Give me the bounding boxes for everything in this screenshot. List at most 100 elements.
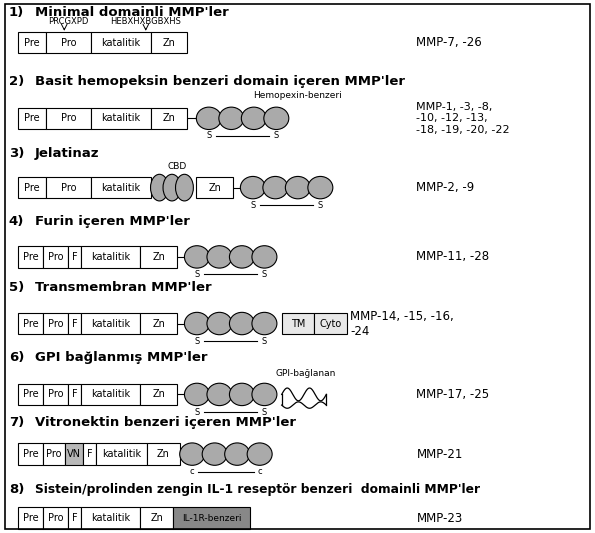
Circle shape bbox=[184, 312, 209, 335]
Text: Zn: Zn bbox=[208, 183, 221, 192]
Text: 3): 3) bbox=[9, 147, 24, 160]
Text: Hemopexin-benzeri: Hemopexin-benzeri bbox=[253, 91, 342, 100]
FancyBboxPatch shape bbox=[140, 246, 177, 268]
Text: GPI-bağlanan: GPI-bağlanan bbox=[275, 369, 336, 378]
FancyBboxPatch shape bbox=[65, 443, 83, 465]
Circle shape bbox=[308, 176, 333, 199]
Text: VN: VN bbox=[67, 449, 82, 459]
Text: F: F bbox=[87, 449, 93, 459]
FancyBboxPatch shape bbox=[314, 313, 347, 334]
FancyBboxPatch shape bbox=[68, 246, 81, 268]
Circle shape bbox=[252, 246, 277, 268]
FancyBboxPatch shape bbox=[151, 108, 187, 129]
FancyBboxPatch shape bbox=[81, 313, 140, 334]
FancyBboxPatch shape bbox=[281, 313, 314, 334]
FancyBboxPatch shape bbox=[18, 443, 43, 465]
Text: Pro: Pro bbox=[48, 513, 63, 523]
FancyBboxPatch shape bbox=[140, 384, 177, 405]
Text: Vitronektin benzeri içeren MMP'ler: Vitronektin benzeri içeren MMP'ler bbox=[35, 416, 296, 429]
Text: 2): 2) bbox=[9, 75, 24, 88]
Text: Pro: Pro bbox=[48, 390, 63, 399]
Text: Pro: Pro bbox=[61, 114, 77, 123]
Text: 7): 7) bbox=[9, 416, 24, 429]
Text: S: S bbox=[262, 408, 267, 416]
Text: Zn: Zn bbox=[151, 513, 163, 523]
Text: Pro: Pro bbox=[61, 183, 77, 192]
Text: Zn: Zn bbox=[152, 252, 165, 262]
Text: Zn: Zn bbox=[162, 38, 176, 47]
Text: c: c bbox=[190, 467, 195, 476]
Circle shape bbox=[247, 443, 272, 465]
Text: MMP-23: MMP-23 bbox=[416, 512, 463, 524]
Text: HEBXHXBGBXHS: HEBXHXBGBXHS bbox=[110, 17, 181, 26]
FancyBboxPatch shape bbox=[46, 32, 91, 53]
Text: Cyto: Cyto bbox=[320, 319, 342, 328]
Text: Pre: Pre bbox=[23, 252, 38, 262]
Text: 4): 4) bbox=[9, 215, 24, 228]
FancyBboxPatch shape bbox=[18, 507, 43, 529]
Circle shape bbox=[219, 107, 244, 130]
Circle shape bbox=[252, 383, 277, 406]
Text: 6): 6) bbox=[9, 351, 24, 364]
Text: F: F bbox=[71, 390, 77, 399]
Text: Pro: Pro bbox=[61, 38, 77, 47]
FancyBboxPatch shape bbox=[140, 313, 177, 334]
Circle shape bbox=[264, 107, 289, 130]
Text: S: S bbox=[262, 337, 267, 345]
Text: Minimal domainli MMP'ler: Minimal domainli MMP'ler bbox=[35, 6, 228, 19]
FancyBboxPatch shape bbox=[46, 177, 91, 198]
Circle shape bbox=[230, 246, 255, 268]
Ellipse shape bbox=[151, 174, 168, 201]
Text: Furin içeren MMP'ler: Furin içeren MMP'ler bbox=[35, 215, 189, 228]
Text: katalitik: katalitik bbox=[91, 252, 130, 262]
FancyBboxPatch shape bbox=[81, 507, 140, 529]
FancyBboxPatch shape bbox=[18, 32, 46, 53]
FancyBboxPatch shape bbox=[91, 177, 151, 198]
FancyBboxPatch shape bbox=[18, 246, 43, 268]
Circle shape bbox=[252, 312, 277, 335]
Ellipse shape bbox=[176, 174, 193, 201]
Circle shape bbox=[207, 246, 232, 268]
Circle shape bbox=[240, 176, 265, 199]
Text: Basit hemopeksin benzeri domain içeren MMP'ler: Basit hemopeksin benzeri domain içeren M… bbox=[35, 75, 405, 88]
Circle shape bbox=[242, 107, 267, 130]
Text: 1): 1) bbox=[9, 6, 24, 19]
Circle shape bbox=[184, 246, 209, 268]
Text: katalitik: katalitik bbox=[101, 38, 140, 47]
Text: katalitik: katalitik bbox=[91, 319, 130, 328]
FancyBboxPatch shape bbox=[147, 443, 180, 465]
FancyBboxPatch shape bbox=[68, 384, 81, 405]
Text: S: S bbox=[318, 201, 323, 209]
Text: Pre: Pre bbox=[24, 38, 40, 47]
FancyBboxPatch shape bbox=[18, 384, 43, 405]
Circle shape bbox=[286, 176, 311, 199]
FancyBboxPatch shape bbox=[91, 32, 151, 53]
Text: MMP-21: MMP-21 bbox=[416, 448, 463, 461]
Circle shape bbox=[207, 383, 232, 406]
Text: S: S bbox=[195, 337, 199, 345]
Text: katalitik: katalitik bbox=[101, 114, 140, 123]
Circle shape bbox=[207, 312, 232, 335]
Text: katalitik: katalitik bbox=[91, 513, 130, 523]
FancyBboxPatch shape bbox=[43, 384, 68, 405]
FancyBboxPatch shape bbox=[91, 108, 151, 129]
Text: MMP-17, -25: MMP-17, -25 bbox=[416, 388, 490, 401]
Text: S: S bbox=[195, 408, 199, 416]
Text: katalitik: katalitik bbox=[101, 183, 140, 192]
Text: Zn: Zn bbox=[152, 390, 165, 399]
FancyBboxPatch shape bbox=[43, 246, 68, 268]
Text: MMP-14, -15, -16,
-24: MMP-14, -15, -16, -24 bbox=[350, 310, 454, 337]
FancyBboxPatch shape bbox=[18, 313, 43, 334]
FancyBboxPatch shape bbox=[18, 177, 46, 198]
Text: c: c bbox=[258, 467, 262, 476]
Circle shape bbox=[230, 312, 255, 335]
FancyBboxPatch shape bbox=[43, 443, 65, 465]
FancyBboxPatch shape bbox=[81, 384, 140, 405]
Text: Pre: Pre bbox=[23, 449, 38, 459]
Text: S: S bbox=[195, 270, 199, 279]
Text: Pre: Pre bbox=[23, 513, 38, 523]
Text: katalitik: katalitik bbox=[102, 449, 141, 459]
Text: PRCGXPD: PRCGXPD bbox=[48, 17, 89, 26]
Text: Pro: Pro bbox=[48, 252, 63, 262]
Circle shape bbox=[230, 383, 255, 406]
